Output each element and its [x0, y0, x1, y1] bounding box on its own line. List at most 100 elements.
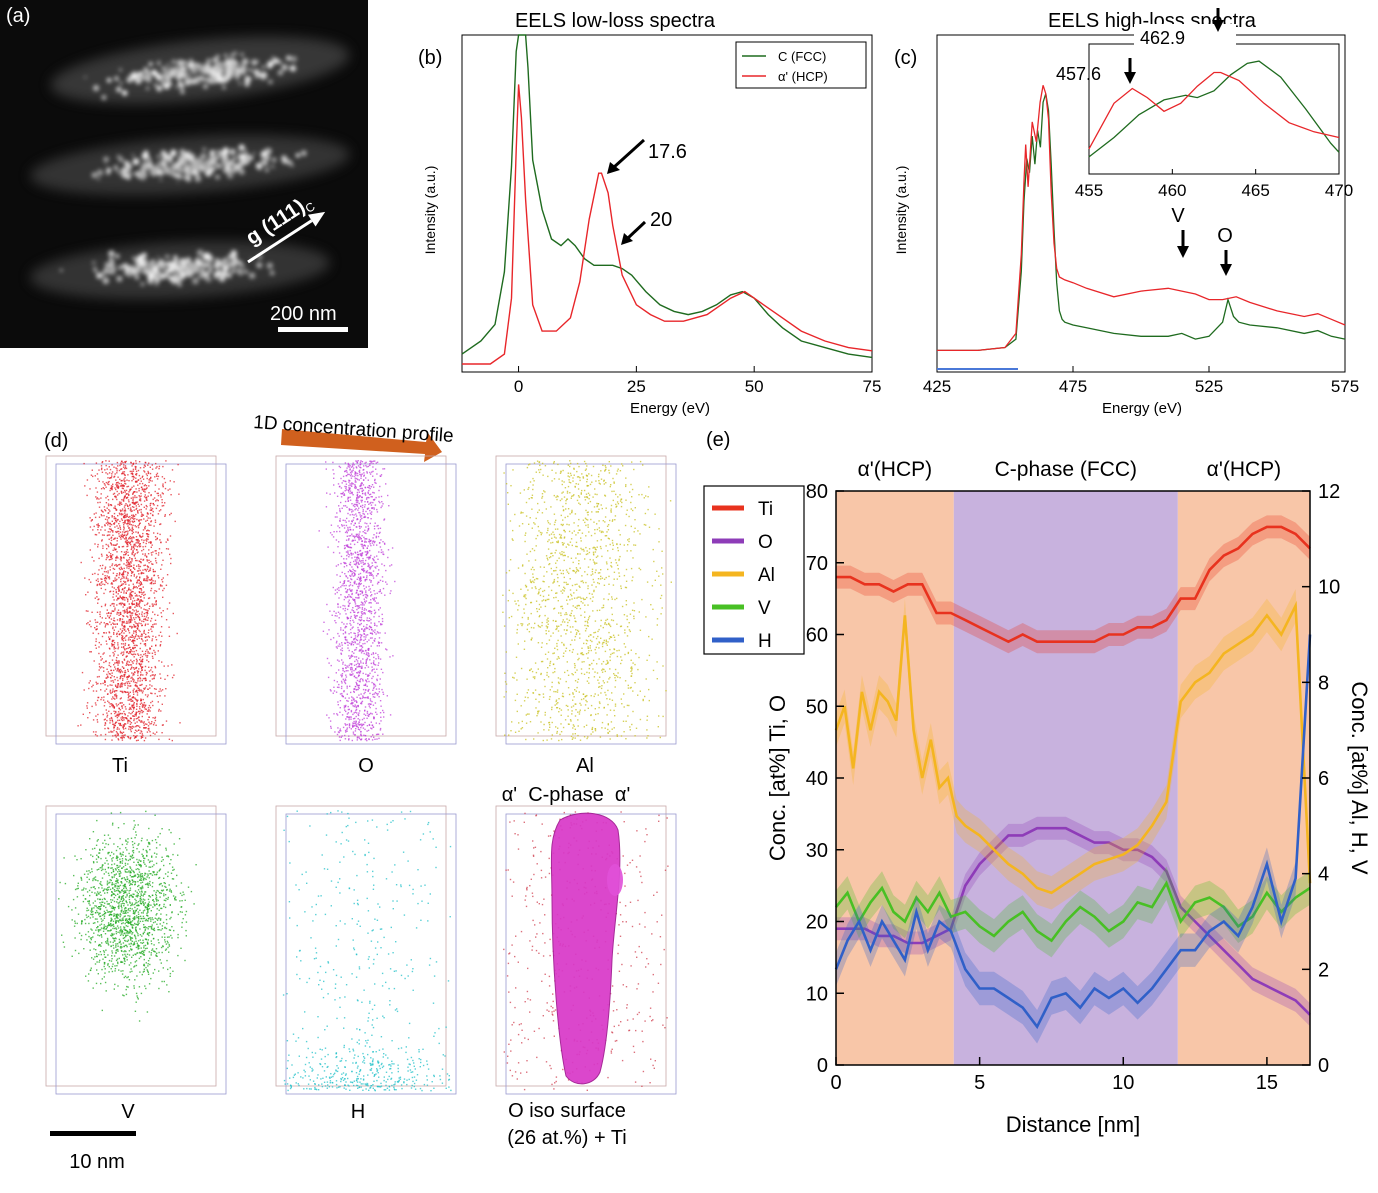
speckle	[182, 69, 187, 74]
speckle	[204, 262, 209, 267]
speckle	[241, 264, 245, 268]
speckle	[154, 280, 159, 285]
speckle	[230, 54, 234, 57]
speckle	[140, 282, 145, 287]
x-tick-label: 15	[1256, 1072, 1278, 1094]
series-hcp	[462, 84, 873, 365]
x-tick-label: 425	[923, 377, 951, 396]
speckle	[231, 269, 235, 273]
speckle	[232, 158, 235, 161]
panel-c-inset: 455 460 465 470 457.6 462.9	[1056, 8, 1353, 200]
speckle	[208, 72, 213, 77]
speckle	[144, 72, 148, 76]
speckle	[148, 161, 153, 165]
panel-c-high-loss-chart: EELS high-loss spectra (c) Intensity (a.…	[893, 8, 1359, 417]
speckle	[131, 72, 138, 79]
speckle	[248, 155, 254, 161]
speckle	[185, 166, 189, 169]
speckle	[160, 169, 166, 174]
map-caption-o: O	[358, 755, 374, 777]
speckle	[196, 249, 204, 256]
speckle	[252, 152, 256, 155]
speckle	[186, 257, 191, 262]
speckle	[101, 95, 107, 100]
speckle	[143, 258, 148, 263]
speckle	[260, 73, 267, 80]
speckle	[163, 153, 169, 159]
legend-label-h: H	[758, 631, 772, 652]
speckle	[141, 252, 147, 258]
speckle	[237, 74, 240, 77]
panel-e-xlabel: Distance [nm]	[1006, 1112, 1141, 1137]
speckle	[148, 158, 151, 161]
map-caption-al: Al	[576, 755, 594, 777]
speckle	[205, 276, 212, 283]
panel-b-ylabel: Intensity (a.u.)	[422, 166, 438, 255]
speckle	[208, 262, 213, 268]
speckle	[210, 76, 217, 82]
speckle	[236, 78, 239, 82]
speckle	[175, 85, 178, 89]
speckle	[217, 77, 223, 84]
speckle	[139, 177, 142, 180]
inset-series-fcc	[1088, 60, 1340, 158]
speckle	[266, 262, 273, 269]
speckle	[177, 282, 182, 287]
speckle	[138, 265, 140, 267]
speckle	[187, 63, 191, 68]
tem-darkfield-image: (a) g (111)C 200 nm	[0, 0, 368, 348]
speckle	[178, 174, 183, 179]
map-caption-h: H	[351, 1101, 365, 1123]
panel-c-series	[937, 85, 1346, 352]
speckle	[273, 166, 276, 169]
speckle	[209, 160, 215, 166]
speckle	[148, 62, 153, 67]
speckle	[126, 263, 128, 265]
x-tick-label: 5	[974, 1072, 985, 1094]
speckle	[102, 277, 110, 285]
speckle	[188, 165, 193, 170]
profile-arrow	[281, 429, 442, 462]
scalebar-label-d: 10 nm	[69, 1151, 125, 1173]
annotation-v: V	[1171, 205, 1185, 227]
speckle	[195, 158, 201, 164]
speckle	[165, 71, 171, 77]
speckle	[178, 82, 183, 86]
speckle	[214, 60, 220, 66]
speckle	[180, 272, 186, 279]
inset-x-tick-label: 455	[1075, 181, 1103, 200]
speckle	[137, 254, 144, 261]
speckle	[199, 153, 206, 160]
speckle	[183, 168, 189, 174]
speckle	[165, 254, 169, 259]
speckle	[224, 70, 228, 74]
speckle	[222, 85, 226, 90]
panel-c-ylabel: Intensity (a.u.)	[893, 166, 909, 255]
atom-map-al	[495, 455, 677, 745]
speckle	[161, 75, 168, 81]
speckle	[227, 58, 234, 65]
speckle	[290, 56, 297, 63]
speckle	[160, 273, 167, 280]
panel-a-label: (a)	[6, 5, 30, 27]
speckle	[215, 174, 220, 180]
speckle	[238, 168, 245, 175]
phase-region-label: C-phase (FCC)	[995, 458, 1137, 481]
speckle	[232, 160, 235, 163]
speckle	[170, 167, 175, 172]
speckle	[245, 66, 247, 68]
speckle	[197, 264, 201, 268]
speckle	[168, 154, 174, 160]
speckle	[91, 172, 98, 179]
speckle	[162, 157, 168, 163]
speckle	[289, 66, 293, 70]
speckle	[136, 81, 139, 84]
x-tick-label: 10	[1112, 1072, 1134, 1094]
o-iso-surface	[550, 812, 621, 1085]
speckle	[263, 73, 266, 76]
speckle	[100, 271, 106, 277]
speckle	[179, 267, 182, 269]
speckle	[230, 65, 236, 72]
speckle	[180, 264, 183, 267]
speckle	[295, 153, 300, 158]
